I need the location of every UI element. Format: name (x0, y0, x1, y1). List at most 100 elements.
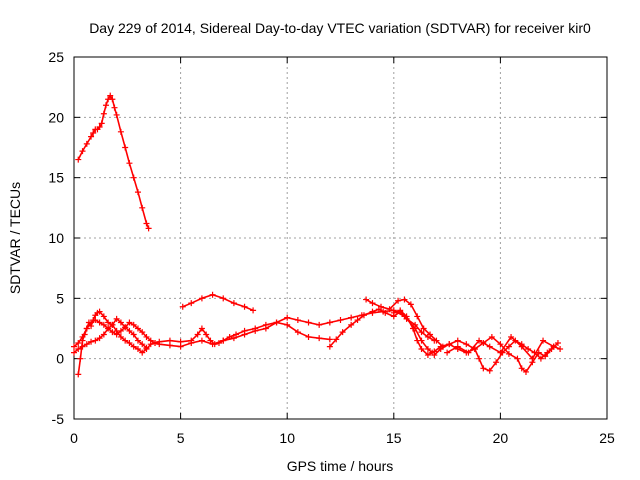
x-tick-label: 5 (177, 430, 185, 446)
data-point (414, 337, 421, 344)
data-point (348, 321, 355, 328)
data-point (241, 303, 248, 310)
data-point (250, 307, 257, 314)
data-point (188, 339, 195, 346)
data-point (395, 297, 402, 304)
series-line (77, 94, 150, 229)
data-point (126, 160, 133, 167)
data-point (177, 343, 184, 350)
data-point (147, 337, 154, 344)
data-point (166, 342, 173, 349)
data-point (233, 331, 240, 338)
data-point (122, 144, 129, 151)
data-point (134, 189, 141, 196)
data-point (454, 337, 461, 344)
series-line (329, 308, 435, 348)
data-point (476, 337, 483, 344)
data-point (414, 313, 421, 320)
data-point (194, 331, 201, 338)
data-point (444, 349, 451, 356)
data-point (198, 325, 205, 332)
data-point (139, 349, 146, 356)
data-point (92, 337, 99, 344)
data-point (100, 331, 107, 338)
data-point (537, 355, 544, 362)
y-tick-label: 10 (48, 230, 64, 246)
data-point (525, 346, 532, 353)
data-point (493, 359, 500, 366)
data-point (117, 128, 124, 135)
series-arc-10 (444, 333, 557, 362)
y-tick-label: 20 (48, 109, 64, 125)
y-tick-label: -5 (52, 411, 65, 427)
data-point (188, 300, 195, 307)
data-point (294, 317, 301, 324)
data-point (122, 324, 129, 331)
data-point (102, 102, 109, 109)
data-point (333, 336, 340, 343)
data-point (126, 319, 133, 326)
data-point (326, 343, 333, 350)
data-point (83, 325, 90, 332)
data-point (130, 331, 137, 338)
data-point (71, 349, 77, 356)
data-point (113, 315, 120, 322)
data-point (198, 295, 205, 302)
series-line (182, 293, 254, 312)
data-point (134, 325, 141, 332)
data-point (369, 308, 376, 315)
data-point (488, 333, 495, 340)
data-point (407, 301, 414, 308)
data-point (77, 355, 84, 362)
x-tick-label: 25 (599, 430, 615, 446)
data-point (446, 341, 453, 348)
data-point (420, 325, 427, 332)
data-point (262, 325, 269, 332)
y-axis-label: SDTVAR / TECUs (7, 182, 23, 294)
data-point (100, 110, 107, 117)
data-point (360, 312, 367, 319)
data-point (113, 111, 120, 118)
data-point (207, 337, 214, 344)
y-tick-label: 25 (48, 49, 64, 65)
data-point (79, 333, 86, 340)
data-point (337, 317, 344, 324)
data-point (497, 341, 504, 348)
data-point (284, 314, 291, 321)
data-point (508, 333, 515, 340)
series-arc-7 (363, 296, 446, 350)
data-point (143, 346, 150, 353)
data-point (518, 343, 525, 350)
data-point (107, 92, 114, 99)
data-point (497, 349, 504, 356)
chart-title: Day 229 of 2014, Sidereal Day-to-day VTE… (89, 20, 591, 36)
data-point (75, 346, 82, 353)
data-point (109, 96, 116, 103)
data-point (230, 335, 237, 342)
data-point (471, 346, 478, 353)
x-tick-label: 15 (386, 430, 402, 446)
data-point (83, 341, 90, 348)
data-point (326, 319, 333, 326)
data-point (105, 325, 112, 332)
data-point (418, 346, 425, 353)
data-point (294, 329, 301, 336)
data-point (75, 371, 82, 378)
data-point (134, 346, 141, 353)
series-arc-5 (179, 291, 257, 314)
axis-ticks: 0 5 10 15 20 25 -5 0 5 10 15 20 25 (48, 49, 615, 446)
data-point (427, 331, 434, 338)
data-point (403, 313, 410, 320)
data-point (117, 327, 124, 334)
data-point (348, 314, 355, 321)
data-point (542, 353, 549, 360)
series-arc-1 (75, 92, 152, 232)
data-point (209, 291, 216, 298)
data-point (382, 309, 389, 316)
x-axis-label: GPS time / hours (287, 458, 394, 474)
data-point (117, 319, 124, 326)
data-point (152, 339, 159, 346)
data-point (220, 337, 227, 344)
data-point (209, 341, 216, 348)
